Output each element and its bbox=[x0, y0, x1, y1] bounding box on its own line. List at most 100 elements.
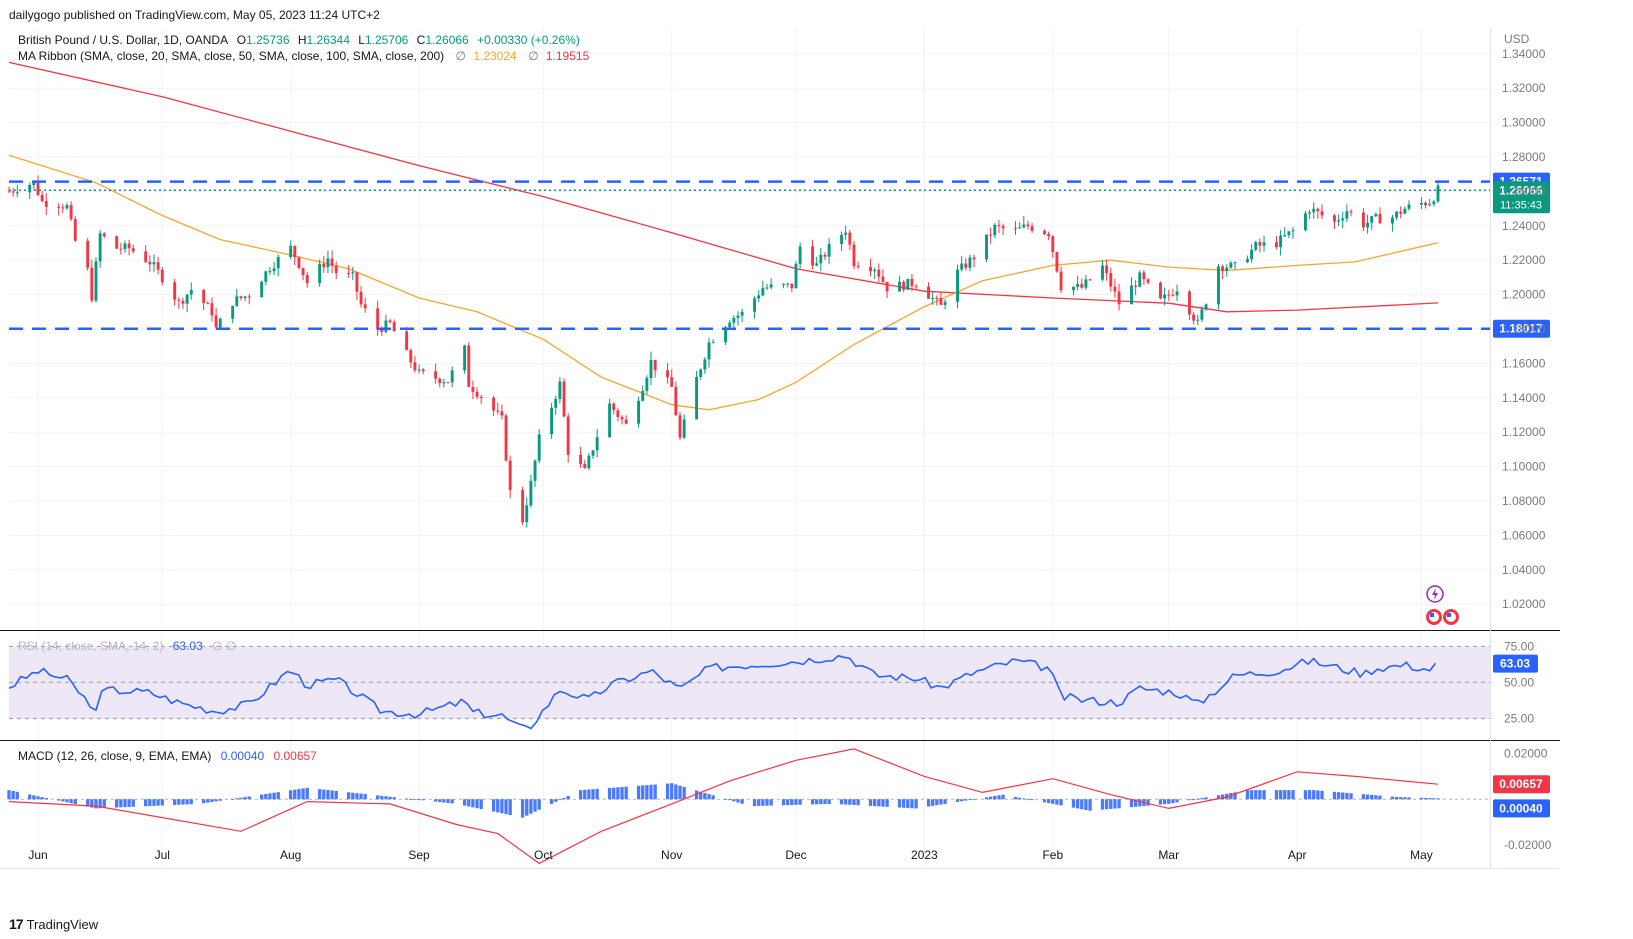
macd-histogram-bar bbox=[819, 799, 823, 805]
candle-body bbox=[1047, 233, 1051, 237]
candle-body bbox=[695, 377, 699, 420]
candle-body bbox=[421, 369, 425, 372]
candle-body bbox=[732, 317, 736, 323]
candle-body bbox=[815, 263, 819, 266]
candle-body bbox=[537, 434, 541, 461]
macd-histogram-bar bbox=[1071, 799, 1076, 808]
time-tick-label: May bbox=[1410, 848, 1433, 862]
candle-body bbox=[189, 289, 193, 295]
macd-histogram-bar bbox=[868, 799, 873, 806]
candle-body bbox=[666, 370, 670, 378]
macd-histogram-bar bbox=[1365, 794, 1370, 800]
macd-histogram-bar bbox=[479, 799, 483, 810]
candle-body bbox=[1287, 231, 1291, 236]
macd-histogram-bar bbox=[1175, 799, 1179, 803]
candle-body bbox=[355, 272, 359, 292]
lightning-icon[interactable] bbox=[1426, 585, 1444, 603]
tradingview-logo[interactable]: 17 TradingView bbox=[9, 916, 98, 932]
macd-histogram-bar bbox=[438, 799, 442, 803]
macd-histogram-bar bbox=[1138, 799, 1142, 807]
macd-histogram-bar bbox=[587, 789, 591, 800]
macd-histogram-bar bbox=[98, 799, 102, 809]
svg-text:MA Ribbon (SMA, close, 20, SMA: MA Ribbon (SMA, close, 20, SMA, close, 5… bbox=[18, 49, 590, 63]
macd-histogram-bar bbox=[28, 794, 32, 800]
macd-histogram-bar bbox=[1113, 799, 1117, 809]
macd-histogram-bar bbox=[910, 799, 914, 809]
candle-body bbox=[392, 322, 396, 332]
macd-histogram-bar bbox=[790, 799, 794, 805]
macd-histogram-bar bbox=[1320, 790, 1324, 800]
candle-body bbox=[264, 271, 268, 282]
macd-signal-line bbox=[8, 748, 1439, 865]
macd-histogram-bar bbox=[413, 799, 417, 801]
currency-label: USD bbox=[1504, 32, 1530, 46]
candle-body bbox=[616, 410, 620, 417]
macd-histogram-bar bbox=[36, 796, 40, 800]
macd-histogram-bar bbox=[297, 789, 301, 800]
candle-body bbox=[972, 257, 976, 260]
candle-body bbox=[1233, 262, 1237, 264]
candle-body bbox=[1403, 208, 1407, 214]
macd-histogram-bar bbox=[417, 799, 421, 801]
candle-body bbox=[90, 267, 94, 301]
candle-body bbox=[579, 454, 583, 464]
candle-body bbox=[670, 377, 674, 387]
macd-histogram-bar bbox=[1303, 790, 1308, 800]
candle-body bbox=[786, 283, 790, 285]
candle-body bbox=[1275, 242, 1278, 248]
candle-body bbox=[123, 243, 127, 250]
macd-histogram-bar bbox=[185, 799, 189, 805]
us-flag-event-icon[interactable] bbox=[1426, 609, 1442, 625]
candle-body bbox=[964, 263, 968, 268]
macd-histogram-bar bbox=[301, 788, 305, 800]
candle-body bbox=[1341, 218, 1345, 221]
price-tick-label: 1.16000 bbox=[1502, 356, 1546, 370]
macd-histogram-bar bbox=[1423, 797, 1428, 800]
candle-body bbox=[322, 263, 326, 268]
macd-histogram-bar bbox=[885, 799, 889, 807]
macd-histogram-bar bbox=[218, 799, 222, 801]
macd-histogram-bar bbox=[1249, 790, 1254, 800]
ma200-value: 1.19515 bbox=[546, 49, 590, 63]
candle-body bbox=[44, 201, 48, 207]
candle-body bbox=[206, 303, 210, 305]
macd-histogram-bar bbox=[578, 790, 583, 800]
candle-body bbox=[1361, 212, 1365, 228]
macd-histogram-bar bbox=[363, 794, 367, 800]
rsi-tick-label: 75.00 bbox=[1504, 639, 1534, 653]
price-tick-label: 1.34000 bbox=[1502, 47, 1546, 61]
candle-body bbox=[939, 297, 943, 305]
candle-body bbox=[877, 269, 881, 277]
macd-histogram-bar bbox=[1030, 799, 1034, 801]
macd-histogram-bar bbox=[144, 799, 148, 807]
macd-histogram-bar bbox=[1336, 792, 1341, 800]
tradingview-logo-text: TradingView bbox=[26, 916, 99, 932]
candle-body bbox=[533, 460, 537, 481]
macd-histogram-bar bbox=[839, 799, 844, 805]
candle-body bbox=[1312, 208, 1316, 213]
gb-flag-event-icon[interactable] bbox=[1443, 609, 1459, 625]
candle-body bbox=[1188, 291, 1191, 315]
macd-histogram-bar bbox=[119, 799, 123, 808]
candle-body bbox=[1320, 211, 1324, 216]
candle-body bbox=[492, 397, 496, 411]
macd-histogram-bar bbox=[694, 790, 699, 800]
candle-body bbox=[57, 206, 61, 208]
candle-body bbox=[450, 370, 454, 383]
candle-body bbox=[620, 416, 624, 420]
level-price-badge bbox=[1493, 319, 1550, 338]
macd-histogram-bar bbox=[1088, 799, 1092, 811]
macd-histogram-bar bbox=[815, 799, 819, 805]
macd-histogram-bar bbox=[1220, 794, 1225, 800]
macd-histogram-bar bbox=[612, 787, 616, 800]
macd-histogram-bar bbox=[1167, 799, 1171, 804]
macd-tick-label: 0.02000 bbox=[1504, 746, 1548, 760]
price-tick-label: 1.02000 bbox=[1502, 597, 1546, 611]
candle-body bbox=[521, 490, 525, 523]
candle-body bbox=[645, 377, 649, 391]
macd-histogram-bar bbox=[173, 799, 177, 805]
macd-histogram-bar bbox=[537, 799, 541, 810]
candle-body bbox=[869, 267, 872, 272]
macd-histogram-bar bbox=[1042, 799, 1047, 803]
